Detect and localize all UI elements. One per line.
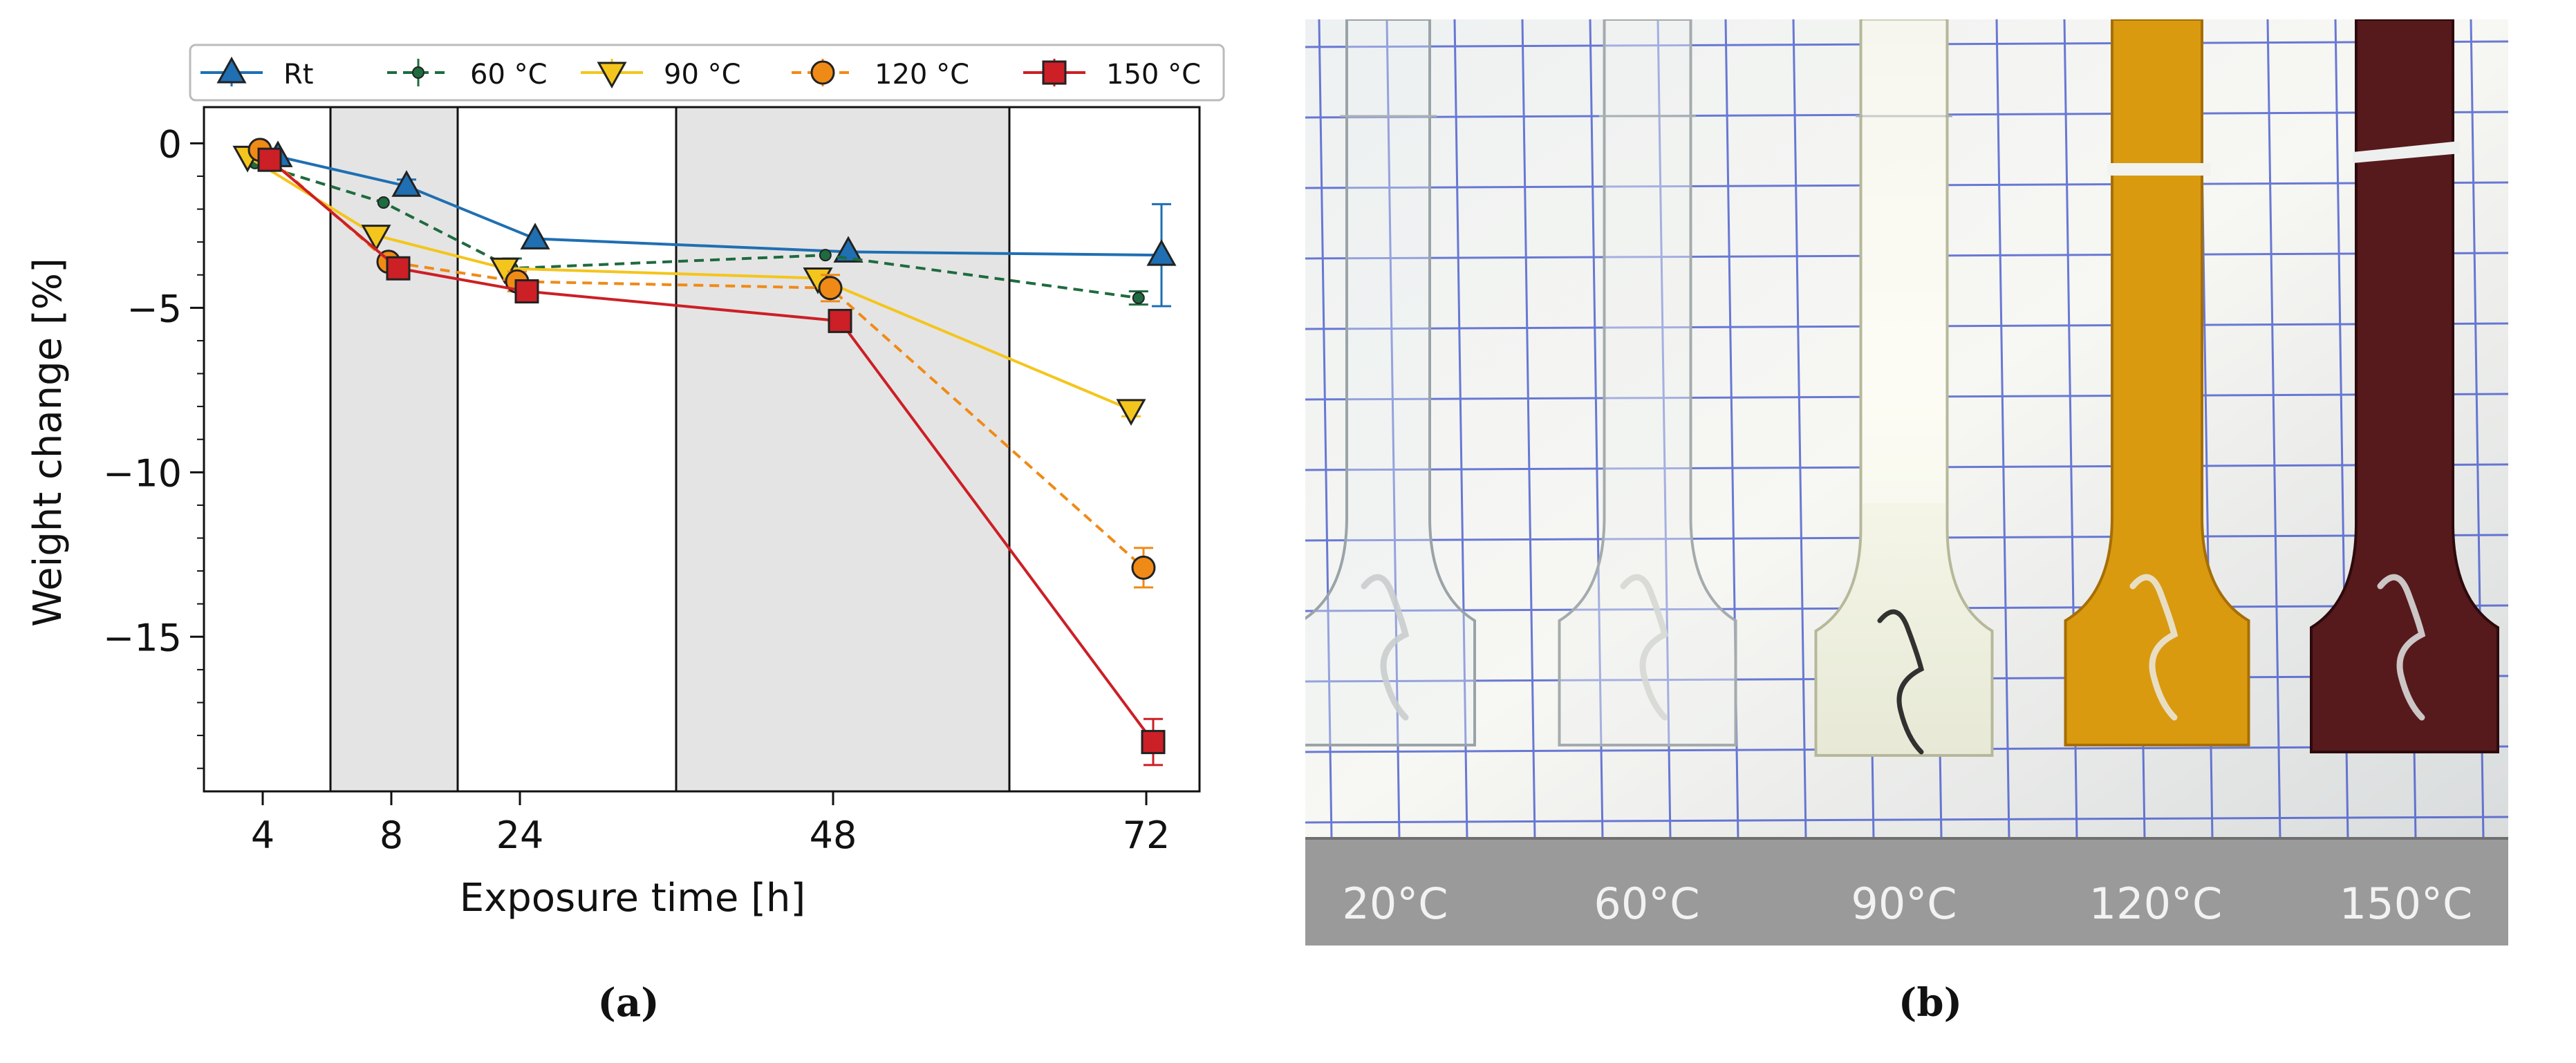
y-tick-label: −10	[103, 451, 182, 495]
shaded-band-0	[330, 107, 458, 791]
temp-label-20: 20°C	[1342, 878, 1448, 929]
data-point-1-3	[819, 249, 832, 262]
marking-1	[1620, 574, 1669, 721]
specimen-150c	[2310, 19, 2499, 753]
data-point-0-3	[833, 236, 864, 263]
data-point-1-4	[1132, 292, 1145, 305]
legend-marker-4	[1042, 60, 1067, 85]
specimen-60c	[1558, 19, 1737, 746]
data-point-4-1	[386, 256, 411, 281]
data-point-1-1	[377, 196, 390, 209]
specimen-photo: 20°C 60°C 90°C 120°C 150°C	[1305, 19, 2508, 946]
marking-3	[2129, 574, 2178, 721]
shaded-band-1	[676, 107, 1009, 791]
temp-label-120: 120°C	[2089, 878, 2223, 929]
plot-frame	[203, 106, 1201, 793]
marking-2	[1877, 609, 1925, 755]
y-tick-label: −5	[127, 287, 182, 330]
data-point-0-1	[391, 170, 422, 197]
data-point-4-0	[257, 147, 282, 172]
legend-marker-1	[412, 66, 424, 79]
x-tick-label: 48	[810, 813, 857, 857]
x-tick-label: 8	[380, 813, 403, 857]
x-tick-label: 24	[496, 813, 544, 857]
fracture-120c	[2107, 163, 2211, 176]
marking-0	[1361, 574, 1410, 721]
legend-box	[189, 44, 1225, 102]
legend-marker-3	[810, 60, 835, 85]
marking-4	[2377, 574, 2426, 721]
sheen-90c	[1863, 19, 1945, 503]
specimen-photo-drawing	[1305, 19, 2508, 946]
specimen-20c	[1305, 19, 1476, 746]
data-point-2-4	[1116, 399, 1146, 426]
data-point-0-4	[1146, 239, 1177, 266]
data-point-2-2	[489, 257, 520, 285]
specimen-90c	[1814, 19, 1994, 757]
temp-label-90: 90°C	[1851, 878, 1957, 929]
legend-label-2: 90 °C	[664, 59, 741, 91]
x-tick-label: 72	[1123, 813, 1170, 857]
legend-label-1: 60 °C	[470, 59, 548, 91]
temp-label-150: 150°C	[2339, 878, 2473, 929]
legend-label-4: 150 °C	[1106, 59, 1201, 91]
legend-label-3: 120 °C	[875, 59, 969, 91]
data-point-0-2	[520, 223, 550, 250]
label-band	[1305, 838, 2508, 946]
legend-label-0: Rt	[283, 59, 313, 91]
data-point-3-3	[818, 276, 843, 301]
temp-label-60: 60°C	[1594, 878, 1700, 929]
y-tick-label: 0	[158, 122, 182, 166]
specimen-120c	[2064, 19, 2250, 746]
data-point-4-2	[514, 279, 539, 304]
caption-b: (b)	[1898, 980, 1963, 1026]
fracture-150c	[2353, 141, 2460, 163]
legend-marker-2	[597, 62, 627, 89]
data-point-3-4	[1131, 555, 1156, 580]
caption-a: (a)	[597, 980, 660, 1026]
x-tick-label: 4	[251, 813, 274, 857]
y-axis-label: Weight change [%]	[26, 258, 71, 627]
legend-marker-0	[216, 56, 247, 84]
legend: Rt 60 °C 90 °C 120 °C 150 °C	[189, 44, 1225, 102]
y-tick-label: −15	[103, 616, 182, 659]
data-point-2-1	[361, 225, 391, 252]
x-axis-label: Exposure time [h]	[460, 876, 806, 921]
data-point-4-3	[828, 308, 852, 333]
data-point-4-4	[1141, 730, 1166, 755]
